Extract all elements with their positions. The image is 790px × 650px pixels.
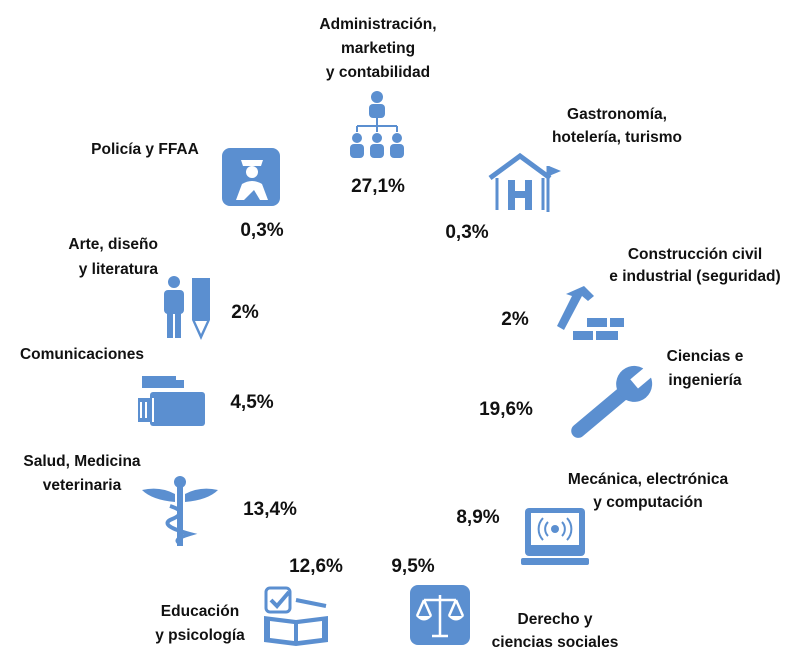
item-value: 19,6% [479, 399, 533, 420]
camera-icon [138, 376, 205, 426]
police-icon [222, 148, 280, 206]
item-label: y computación [593, 494, 702, 511]
icons [138, 91, 655, 646]
item-label: Salud, Medicina [23, 453, 141, 470]
item-label: y literatura [79, 261, 159, 278]
item-value: 0,3% [445, 222, 488, 243]
item-label: ciencias sociales [492, 634, 619, 650]
item-value: 12,6% [289, 556, 343, 577]
item-value: 8,9% [456, 507, 499, 528]
item-label: veterinaria [43, 477, 122, 494]
item-value: 27,1% [351, 176, 405, 197]
item-label: ingeniería [668, 372, 742, 389]
computer-icon [521, 508, 589, 565]
caduceus-icon [142, 476, 218, 546]
hotel-icon [488, 152, 561, 212]
item-label: Comunicaciones [20, 346, 144, 363]
item-label: e industrial (seguridad) [609, 268, 780, 285]
item-label: Gastronomía, [567, 106, 667, 123]
item-label: y contabilidad [326, 64, 430, 81]
book-icon [264, 586, 328, 646]
item-label: hotelería, turismo [552, 129, 682, 146]
art-icon [164, 276, 210, 340]
item-value: 2% [231, 302, 259, 323]
item-label: marketing [341, 40, 415, 57]
item-value: 13,4% [243, 499, 297, 520]
item-label: Administración, [319, 16, 436, 33]
item-value: 0,3% [240, 220, 283, 241]
item-label: Arte, diseño [68, 236, 158, 253]
law-icon [410, 585, 470, 645]
item-label: Policía y FFAA [91, 141, 199, 158]
item-value: 9,5% [391, 556, 434, 577]
item-value: 4,5% [230, 392, 273, 413]
construction-icon [557, 286, 624, 340]
texts: Administración, marketing y contabilidad 27… [20, 16, 781, 650]
item-value: 2% [501, 309, 529, 330]
item-label: Ciencias e [667, 348, 744, 365]
item-label: Construcción civil [628, 246, 762, 263]
org-icon [350, 91, 404, 158]
item-label: Mecánica, electrónica [568, 471, 729, 488]
item-label: Educación [161, 603, 239, 620]
item-label: Derecho y [518, 611, 593, 628]
item-label: y psicología [155, 627, 245, 644]
wrench-icon [571, 365, 655, 438]
